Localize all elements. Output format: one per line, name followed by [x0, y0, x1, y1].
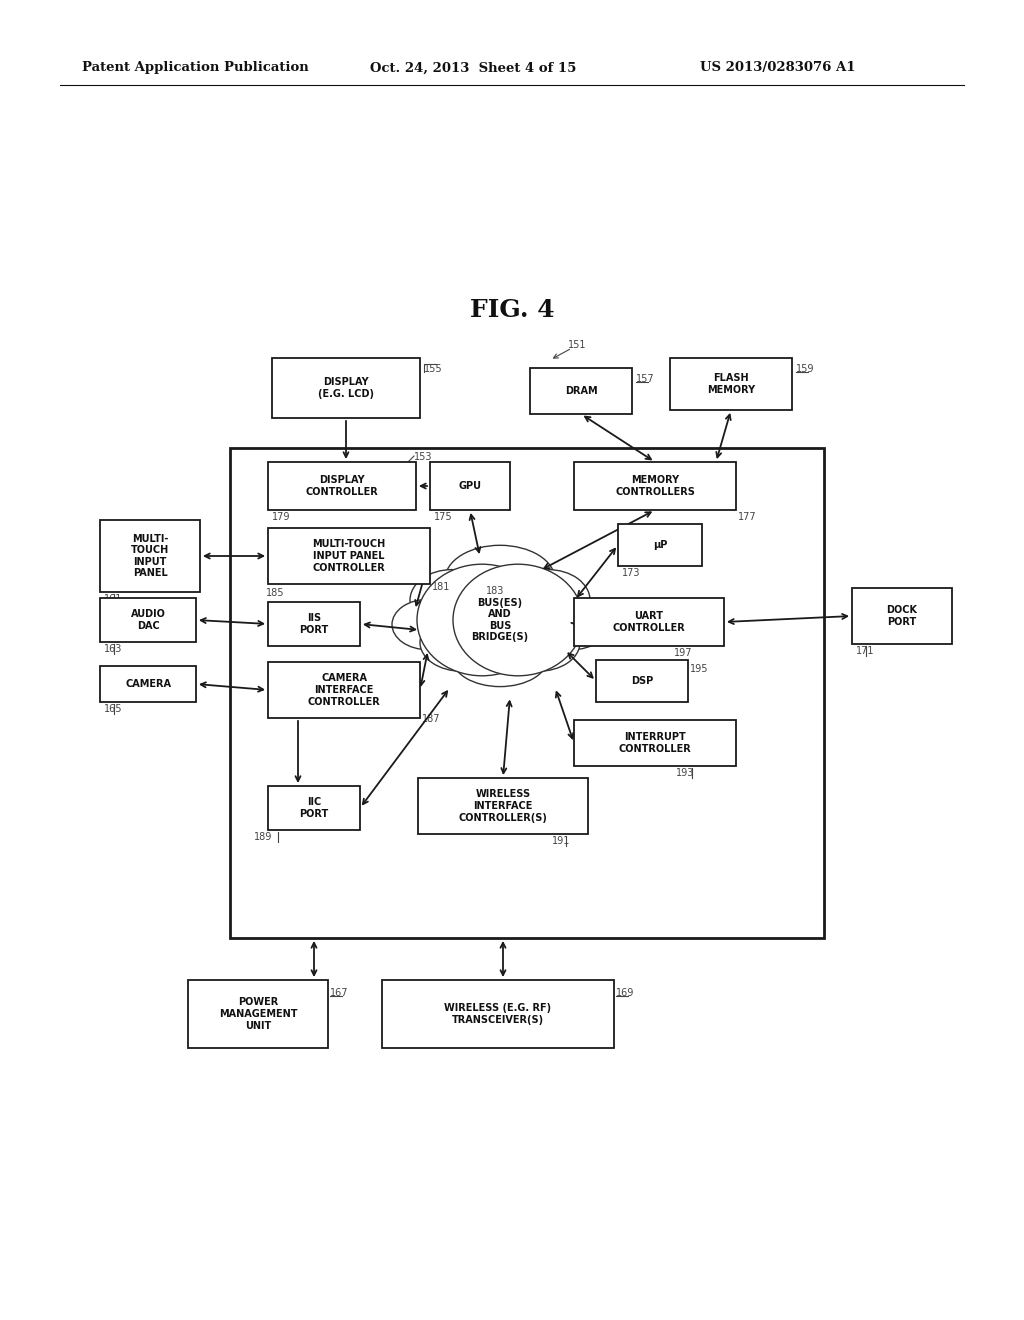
FancyBboxPatch shape: [268, 462, 416, 510]
Ellipse shape: [392, 599, 464, 649]
Text: 163: 163: [104, 644, 123, 653]
Text: INTERRUPT
CONTROLLER: INTERRUPT CONTROLLER: [618, 733, 691, 754]
Text: 195: 195: [690, 664, 709, 675]
Text: 185: 185: [266, 587, 285, 598]
Text: FIG. 4: FIG. 4: [470, 298, 554, 322]
Text: DSP: DSP: [631, 676, 653, 686]
Text: 155: 155: [424, 364, 442, 374]
FancyBboxPatch shape: [670, 358, 792, 411]
Text: 157: 157: [636, 374, 654, 384]
Text: DOCK
PORT: DOCK PORT: [887, 605, 918, 627]
Text: CAMERA
INTERFACE
CONTROLLER: CAMERA INTERFACE CONTROLLER: [307, 673, 380, 706]
Text: 187: 187: [422, 714, 440, 723]
FancyBboxPatch shape: [188, 979, 328, 1048]
Ellipse shape: [410, 570, 494, 631]
Text: 151: 151: [568, 341, 587, 350]
FancyBboxPatch shape: [574, 462, 736, 510]
FancyBboxPatch shape: [530, 368, 632, 414]
Text: GPU: GPU: [459, 480, 481, 491]
FancyBboxPatch shape: [230, 447, 824, 939]
Ellipse shape: [506, 570, 590, 631]
Text: WIRELESS (E.G. RF)
TRANSCEIVER(S): WIRELESS (E.G. RF) TRANSCEIVER(S): [444, 1003, 552, 1024]
FancyBboxPatch shape: [596, 660, 688, 702]
Ellipse shape: [453, 564, 583, 676]
Text: 189: 189: [254, 832, 272, 842]
Text: 191: 191: [552, 836, 570, 846]
Text: 173: 173: [622, 568, 640, 578]
Text: CAMERA: CAMERA: [125, 678, 171, 689]
Text: 169: 169: [616, 987, 635, 998]
Ellipse shape: [445, 545, 555, 614]
Text: POWER
MANAGEMENT
UNIT: POWER MANAGEMENT UNIT: [219, 998, 297, 1031]
FancyBboxPatch shape: [430, 462, 510, 510]
Text: IIC
PORT: IIC PORT: [299, 797, 329, 818]
FancyBboxPatch shape: [618, 524, 702, 566]
Text: 153: 153: [414, 451, 432, 462]
FancyBboxPatch shape: [574, 719, 736, 766]
Text: 177: 177: [738, 512, 757, 521]
Text: μP: μP: [653, 540, 668, 550]
Ellipse shape: [536, 599, 608, 649]
Text: Oct. 24, 2013  Sheet 4 of 15: Oct. 24, 2013 Sheet 4 of 15: [370, 62, 577, 74]
FancyBboxPatch shape: [100, 598, 196, 642]
Text: 193: 193: [676, 768, 694, 777]
Text: 165: 165: [104, 704, 123, 714]
Text: MULTI-
TOUCH
INPUT
PANEL: MULTI- TOUCH INPUT PANEL: [131, 533, 169, 578]
Text: 167: 167: [330, 987, 348, 998]
Ellipse shape: [496, 614, 580, 672]
FancyBboxPatch shape: [100, 667, 196, 702]
Text: 175: 175: [434, 512, 453, 521]
Text: WIRELESS
INTERFACE
CONTROLLER(S): WIRELESS INTERFACE CONTROLLER(S): [459, 789, 548, 822]
Text: DISPLAY
CONTROLLER: DISPLAY CONTROLLER: [305, 475, 379, 496]
Ellipse shape: [452, 630, 548, 686]
Text: UART
CONTROLLER: UART CONTROLLER: [612, 611, 685, 632]
Text: 171: 171: [856, 645, 874, 656]
Text: DRAM: DRAM: [564, 385, 597, 396]
Text: 159: 159: [796, 364, 814, 374]
FancyBboxPatch shape: [382, 979, 614, 1048]
Text: US 2013/0283076 A1: US 2013/0283076 A1: [700, 62, 855, 74]
FancyBboxPatch shape: [268, 602, 360, 645]
Text: AUDIO
DAC: AUDIO DAC: [131, 610, 166, 631]
Text: 179: 179: [272, 512, 291, 521]
FancyBboxPatch shape: [852, 587, 952, 644]
Ellipse shape: [420, 614, 504, 672]
Ellipse shape: [417, 564, 547, 676]
FancyBboxPatch shape: [268, 528, 430, 583]
Text: MULTI-TOUCH
INPUT PANEL
CONTROLLER: MULTI-TOUCH INPUT PANEL CONTROLLER: [312, 540, 386, 573]
FancyBboxPatch shape: [418, 777, 588, 834]
FancyBboxPatch shape: [268, 663, 420, 718]
Text: IIS
PORT: IIS PORT: [299, 614, 329, 635]
FancyBboxPatch shape: [574, 598, 724, 645]
Text: Patent Application Publication: Patent Application Publication: [82, 62, 309, 74]
Text: BUS(ES)
AND
BUS
BRIDGE(S): BUS(ES) AND BUS BRIDGE(S): [471, 598, 528, 643]
Text: FLASH
MEMORY: FLASH MEMORY: [707, 374, 755, 395]
Text: MEMORY
CONTROLLERS: MEMORY CONTROLLERS: [615, 475, 695, 496]
Text: 183: 183: [486, 586, 505, 597]
Text: DISPLAY
(E.G. LCD): DISPLAY (E.G. LCD): [318, 378, 374, 399]
Text: 197: 197: [674, 648, 692, 657]
Text: 181: 181: [432, 582, 451, 591]
FancyBboxPatch shape: [100, 520, 200, 591]
Text: 161: 161: [104, 594, 123, 605]
FancyBboxPatch shape: [272, 358, 420, 418]
FancyBboxPatch shape: [268, 785, 360, 830]
